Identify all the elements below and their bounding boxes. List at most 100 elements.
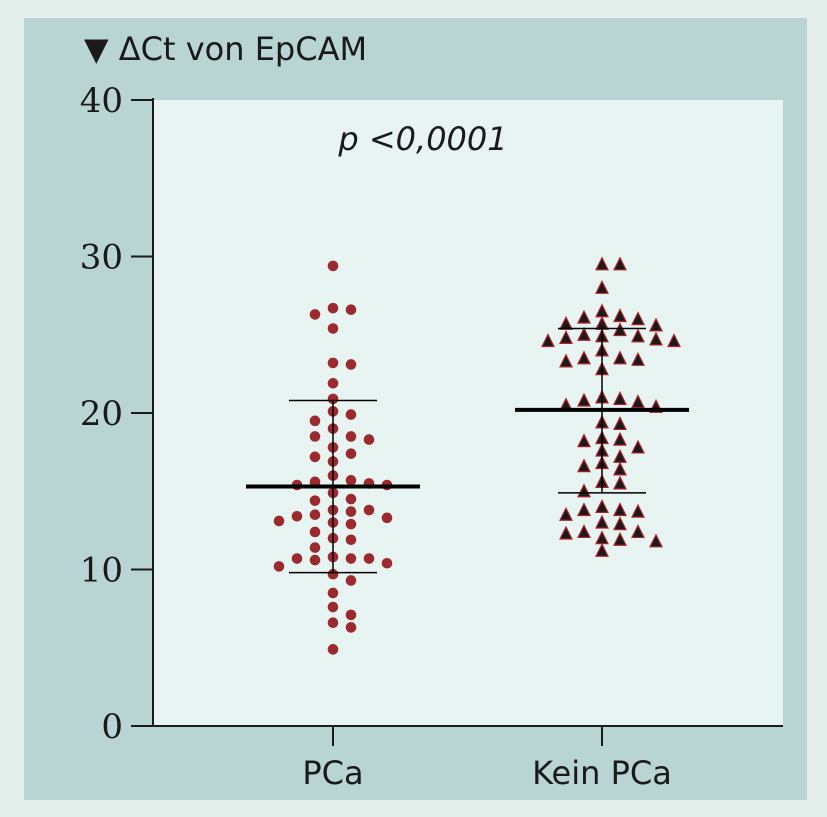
kein-pca-data-point: [577, 309, 591, 324]
pca-data-point: [345, 359, 357, 370]
pca-data-point: [327, 617, 339, 629]
plot-area: [153, 100, 783, 726]
kein-pca-data-point: [631, 311, 645, 326]
pca-data-point: [309, 554, 321, 566]
kein-pca-data-point: [613, 461, 627, 476]
pca-data-point: [345, 575, 357, 586]
kein-pca-data-point: [577, 502, 591, 517]
kein-pca-data-point: [577, 458, 591, 473]
pca-data-point: [309, 431, 321, 442]
kein-pca-data-point: [559, 330, 573, 344]
pca-data-point: [345, 622, 357, 633]
pca-data-point: [273, 515, 285, 527]
pca-data-point: [327, 323, 339, 334]
pca-data-point: [345, 304, 357, 316]
x-tick-label: PCa: [302, 754, 363, 792]
pca-data-point: [327, 568, 339, 580]
kein-pca-data-point: [613, 516, 627, 531]
kein-pca-data-point: [631, 394, 645, 409]
pca-data-point: [345, 506, 357, 517]
kein-pca-data-point: [559, 353, 573, 368]
pca-data-point: [345, 431, 357, 442]
kein-pca-data-point: [631, 439, 645, 454]
pca-data-point: [273, 561, 285, 572]
kein-pca-data-point: [631, 503, 645, 518]
pca-data-point: [345, 409, 357, 420]
kein-pca-data-point: [595, 514, 609, 529]
kein-pca-data-point: [613, 531, 627, 546]
kein-pca-data-point: [577, 392, 591, 407]
pca-data-point: [345, 609, 357, 621]
chart-frame: ▼ ΔCt von EpCAM p <0,0001 0 10 20 30 40 PCa Ke…: [24, 18, 807, 800]
kein-pca-data-point: [577, 483, 591, 498]
y-tick-label: 30: [80, 238, 123, 278]
kein-pca-data-point: [559, 525, 573, 540]
kein-pca-data-point: [559, 506, 573, 521]
data-points: [273, 256, 681, 655]
pca-data-point: [327, 587, 339, 599]
p-value-annotation: p <0,0001: [337, 120, 507, 158]
pca-data-point: [309, 309, 321, 320]
kein-pca-data-point: [559, 315, 573, 330]
axes: 0 10 20 30 40 PCa Kein PCa: [80, 81, 783, 792]
kein-pca-data-point: [649, 331, 663, 346]
pca-data-point: [327, 377, 339, 389]
pca-data-point: [345, 534, 357, 546]
kein-pca-data-point: [613, 431, 627, 446]
pca-data-point: [309, 509, 321, 521]
pca-data-point: [291, 510, 303, 522]
kein-pca-data-point: [613, 322, 627, 337]
y-tick-label: 20: [80, 394, 123, 434]
kein-pca-data-point: [577, 524, 591, 539]
kein-pca-data-point: [577, 350, 591, 365]
kein-pca-data-point: [613, 256, 627, 271]
kein-pca-data-point: [595, 499, 609, 513]
kein-pca-data-point: [613, 350, 627, 365]
pca-data-point: [345, 474, 357, 486]
pca-data-point: [363, 553, 375, 564]
pca-data-point: [309, 451, 321, 463]
pca-data-point: [327, 357, 339, 369]
y-tick-label: 40: [80, 81, 123, 121]
pca-data-point: [327, 302, 339, 314]
pca-data-point: [381, 557, 393, 569]
y-tick-label: 10: [80, 551, 123, 591]
kein-pca-data-point: [649, 533, 663, 548]
pca-data-point: [309, 495, 321, 506]
pca-data-point: [327, 644, 339, 655]
pca-data-point: [345, 448, 357, 459]
kein-pca-data-point: [613, 308, 627, 323]
kein-pca-data-point: [613, 502, 627, 517]
pca-data-point: [309, 415, 321, 427]
y-tick-label: 0: [101, 707, 123, 747]
kein-pca-data-point: [613, 391, 627, 406]
scatter-chart: ▼ ΔCt von EpCAM p <0,0001 0 10 20 30 40 PCa Ke…: [80, 30, 783, 792]
pca-data-point: [345, 553, 357, 564]
kein-pca-data-point: [631, 351, 645, 366]
pca-data-point: [345, 493, 357, 505]
pca-data-point: [309, 476, 321, 488]
kein-pca-data-point: [577, 433, 591, 448]
kein-pca-data-point: [613, 475, 627, 490]
pca-data-point: [291, 553, 303, 564]
pca-data-point: [327, 260, 339, 272]
chart-title: ▼ ΔCt von EpCAM: [84, 30, 367, 68]
pca-data-point: [309, 526, 321, 538]
x-tick-label: Kein PCa: [532, 754, 672, 792]
kein-pca-data-point: [541, 333, 555, 348]
kein-pca-data-point: [595, 256, 609, 271]
kein-pca-data-point: [667, 333, 681, 348]
kein-pca-data-point: [577, 326, 591, 341]
kein-pca-data-point: [595, 279, 609, 294]
pca-data-point: [381, 512, 393, 524]
kein-pca-data-point: [649, 317, 663, 332]
kein-pca-data-point: [631, 524, 645, 539]
kein-pca-data-point: [595, 542, 609, 557]
pca-data-point: [327, 601, 339, 613]
mean-sd-bars: [246, 327, 689, 574]
pca-data-point: [363, 504, 375, 516]
kein-pca-data-point: [613, 416, 627, 431]
kein-pca-data-point: [631, 328, 645, 343]
pca-data-point: [363, 434, 375, 445]
pca-data-point: [345, 518, 357, 530]
